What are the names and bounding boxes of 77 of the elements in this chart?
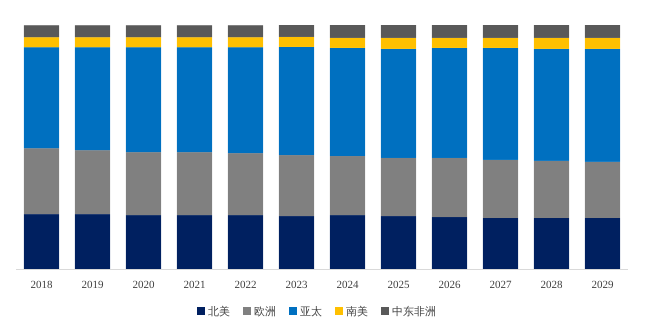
bar: [278, 25, 314, 37]
bar: [74, 150, 110, 214]
bar: [584, 25, 620, 38]
bar: [126, 37, 162, 48]
x-tick-label: 2018: [30, 279, 53, 291]
bar: [228, 215, 264, 269]
x-tick-label: 2028: [540, 279, 563, 291]
x-tick-label: 2022: [234, 279, 256, 291]
bar: [228, 25, 264, 38]
bar: [432, 25, 468, 38]
bar: [380, 25, 416, 38]
bar: [228, 153, 264, 216]
bar: [534, 25, 570, 38]
bar: [330, 215, 366, 269]
x-tick-label: 2029: [592, 279, 614, 291]
legend-label: 中东非洲: [392, 305, 436, 318]
bar: [330, 25, 366, 38]
bar: [278, 46, 314, 156]
bar: [482, 160, 518, 218]
bar: [584, 38, 620, 49]
bar: [432, 38, 468, 48]
bar: [534, 48, 570, 161]
bar: [74, 25, 110, 38]
bar: [380, 48, 416, 158]
bar: [482, 25, 518, 38]
bar: [380, 38, 416, 49]
x-tick-label: 2025: [388, 279, 410, 291]
bar: [584, 162, 620, 218]
bar: [330, 38, 366, 48]
legend-label: 欧洲: [254, 305, 276, 318]
bar: [126, 25, 162, 38]
bar: [126, 152, 162, 216]
bar: [24, 148, 60, 214]
bar: [432, 48, 468, 158]
bar: [74, 47, 110, 150]
bar: [176, 47, 212, 152]
legend-label: 南美: [346, 305, 368, 318]
bar: [278, 216, 314, 269]
bar: [176, 37, 212, 48]
bar: [584, 218, 620, 269]
bar: [176, 152, 212, 216]
x-tick-label: 2019: [82, 279, 104, 291]
legend-label: 亚太: [300, 305, 322, 318]
bar: [24, 25, 60, 38]
bar: [432, 158, 468, 218]
bar: [584, 48, 620, 162]
bar: [176, 215, 212, 269]
x-tick-label: 2021: [184, 279, 206, 291]
bar: [534, 160, 570, 218]
x-tick-label: 2024: [336, 279, 359, 291]
bar: [330, 156, 366, 216]
x-tick-label: 2026: [438, 279, 461, 291]
x-tick-label: 2020: [132, 279, 155, 291]
bar: [24, 47, 60, 148]
bar: [126, 47, 162, 152]
bar: [24, 214, 60, 269]
bar: [330, 48, 366, 156]
bar: [482, 38, 518, 48]
bar: [534, 218, 570, 269]
bar: [74, 37, 110, 48]
bar: [278, 36, 314, 47]
bar: [126, 215, 162, 269]
bar: [380, 216, 416, 269]
bar: [432, 217, 468, 269]
bar: [74, 214, 110, 269]
bar: [24, 37, 60, 48]
bar: [278, 155, 314, 216]
bar: [228, 47, 264, 154]
bar: [380, 158, 416, 216]
bar: [534, 38, 570, 49]
x-tick-label: 2023: [286, 279, 308, 291]
bar: [482, 48, 518, 160]
bar: [176, 25, 212, 38]
bar: [228, 37, 264, 48]
legend-label: 北美: [208, 305, 230, 318]
bar: [482, 218, 518, 269]
x-tick-label: 2027: [490, 279, 512, 291]
